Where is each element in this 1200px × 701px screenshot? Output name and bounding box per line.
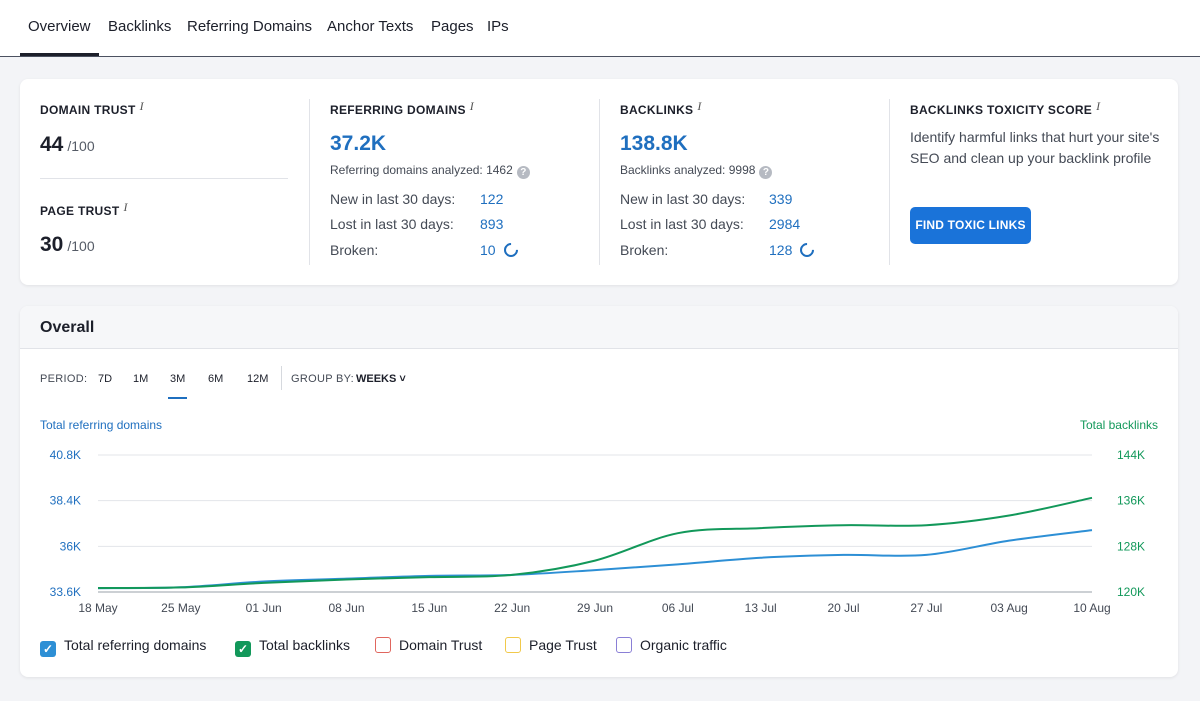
legend-page-trust[interactable]: Page Trust xyxy=(505,637,597,655)
overall-chart: Total referring domains Total backlinks 40… xyxy=(40,418,1158,615)
period-7d[interactable]: 7D xyxy=(98,373,113,385)
info-icon[interactable]: i xyxy=(697,99,702,113)
right-axis-title: Total backlinks xyxy=(1080,418,1158,432)
x-tick-label: 22 Jun xyxy=(494,601,530,615)
info-icon[interactable]: i xyxy=(1096,99,1101,113)
top-nav: Overview Backlinks Referring Domains Anc… xyxy=(0,0,1200,57)
rd-new-value[interactable]: 122 xyxy=(480,191,504,207)
x-tick-label: 13 Jul xyxy=(745,601,777,615)
legend-total-backlinks[interactable]: ✓ Total backlinks xyxy=(235,637,350,657)
page-trust-label: PAGE TRUST i xyxy=(40,200,128,218)
x-tick-label: 25 May xyxy=(161,601,200,615)
metrics-card: DOMAIN TRUST i 44/100 PAGE TRUST i 30/100 … xyxy=(20,79,1178,285)
overall-title: Overall xyxy=(40,319,95,336)
legend-organic-traffic[interactable]: Organic traffic xyxy=(616,637,727,655)
bl-broken-label: Broken: xyxy=(620,242,669,258)
referring-domains-analyzed: Referring domains analyzed: 1462? xyxy=(330,163,530,179)
rd-broken-value[interactable]: 10 xyxy=(480,240,521,260)
y-right-tick-label: 144K xyxy=(1117,448,1145,462)
checkbox-empty-icon[interactable] xyxy=(375,637,391,653)
info-icon[interactable]: i xyxy=(123,200,128,214)
checkbox-checked-icon[interactable]: ✓ xyxy=(40,641,56,657)
overall-header: Overall xyxy=(20,306,1178,349)
x-tick-label: 18 May xyxy=(78,601,117,615)
period-6m[interactable]: 6M xyxy=(208,373,224,385)
rd-lost-label: Lost in last 30 days: xyxy=(330,216,454,232)
tab-anchor-texts[interactable]: Anchor Texts xyxy=(327,18,414,35)
help-icon[interactable]: ? xyxy=(516,166,530,179)
bl-lost-value[interactable]: 2984 xyxy=(769,216,801,232)
toxicity-label: BACKLINKS TOXICITY SCORE i xyxy=(910,99,1101,117)
divider xyxy=(599,99,600,265)
page-trust-value: 30/100 xyxy=(40,233,95,256)
rd-broken-label: Broken: xyxy=(330,242,379,258)
bl-new-label: New in last 30 days: xyxy=(620,191,746,207)
series-line xyxy=(97,496,1093,590)
checkbox-checked-icon[interactable]: ✓ xyxy=(235,641,251,657)
legend-domain-trust[interactable]: Domain Trust xyxy=(375,637,482,655)
y-left-tick-label: 36K xyxy=(60,539,81,553)
chevron-down-icon: ˅ xyxy=(399,373,406,385)
bl-lost-label: Lost in last 30 days: xyxy=(620,216,744,232)
left-axis-title: Total referring domains xyxy=(40,418,162,432)
tab-ips[interactable]: IPs xyxy=(487,18,509,35)
x-tick-label: 10 Aug xyxy=(1073,601,1110,615)
loading-spinner-icon xyxy=(797,240,818,260)
period-label: PERIOD: xyxy=(40,373,88,385)
legend-total-referring-domains[interactable]: ✓ Total referring domains xyxy=(40,637,206,657)
tab-referring-domains[interactable]: Referring Domains xyxy=(187,18,313,35)
bl-broken-value[interactable]: 128 xyxy=(769,240,818,260)
y-left-tick-label: 40.8K xyxy=(50,448,81,462)
x-tick-label: 06 Jul xyxy=(662,601,694,615)
x-tick-label: 27 Jul xyxy=(910,601,942,615)
divider xyxy=(40,178,288,179)
tab-overview[interactable]: Overview xyxy=(20,18,98,56)
referring-domains-label: REFERRING DOMAINS i xyxy=(330,99,475,117)
group-by-dropdown[interactable]: WEEKS ˅ xyxy=(356,373,406,385)
checkbox-empty-icon[interactable] xyxy=(616,637,632,653)
domain-trust-label: DOMAIN TRUST i xyxy=(40,99,144,117)
group-by-label: GROUP BY: xyxy=(291,373,355,385)
tab-pages[interactable]: Pages xyxy=(431,18,474,35)
x-tick-label: 20 Jul xyxy=(827,601,859,615)
y-right-tick-label: 120K xyxy=(1117,585,1145,599)
period-1m[interactable]: 1M xyxy=(133,373,149,385)
info-icon[interactable]: i xyxy=(469,99,475,113)
backlinks-analyzed: Backlinks analyzed: 9998? xyxy=(620,163,773,179)
x-tick-label: 01 Jun xyxy=(246,601,282,615)
help-icon[interactable]: ? xyxy=(759,166,773,179)
backlinks-label: BACKLINKS i xyxy=(620,99,702,117)
divider xyxy=(309,99,310,265)
bl-new-value[interactable]: 339 xyxy=(769,191,793,207)
y-right-tick-label: 128K xyxy=(1117,539,1145,553)
find-toxic-links-button[interactable]: FIND TOXIC LINKS xyxy=(910,207,1031,244)
period-12m[interactable]: 12M xyxy=(247,373,269,385)
y-left-tick-label: 33.6K xyxy=(50,585,81,599)
series-line xyxy=(97,529,1093,590)
y-right-tick-label: 136K xyxy=(1117,494,1145,508)
domain-trust-value: 44/100 xyxy=(40,133,95,156)
checkbox-empty-icon[interactable] xyxy=(505,637,521,653)
rd-lost-value[interactable]: 893 xyxy=(480,216,504,232)
tab-backlinks[interactable]: Backlinks xyxy=(108,18,172,35)
x-tick-label: 03 Aug xyxy=(990,601,1027,615)
x-tick-label: 29 Jun xyxy=(577,601,613,615)
y-left-tick-label: 38.4K xyxy=(50,494,81,508)
loading-spinner-icon xyxy=(500,240,521,260)
divider xyxy=(281,366,282,390)
overall-card: Overall PERIOD: 7D 1M 3M 6M 12M GROUP BY… xyxy=(20,306,1178,677)
rd-new-label: New in last 30 days: xyxy=(330,191,456,207)
info-icon[interactable]: i xyxy=(139,99,144,113)
x-tick-label: 08 Jun xyxy=(328,601,364,615)
period-3m[interactable]: 3M xyxy=(167,373,188,399)
backlinks-value[interactable]: 138.8K xyxy=(620,132,688,155)
x-tick-label: 15 Jun xyxy=(411,601,447,615)
divider xyxy=(889,99,890,265)
toxicity-description: Identify harmful links that hurt your si… xyxy=(910,129,1160,166)
referring-domains-value[interactable]: 37.2K xyxy=(330,132,387,155)
